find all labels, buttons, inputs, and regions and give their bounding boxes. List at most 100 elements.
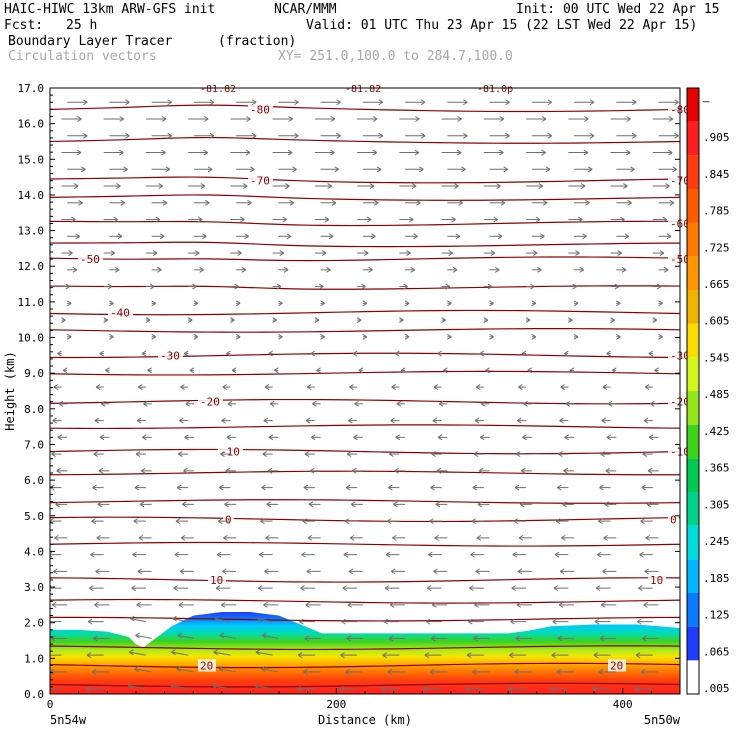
wind-vector-head xyxy=(235,333,241,340)
wind-vector-head xyxy=(352,467,357,474)
wind-vector-head xyxy=(650,400,655,407)
wind-vector-head xyxy=(564,434,569,441)
wind-vector-head xyxy=(562,501,567,508)
wind-vector-head xyxy=(54,534,59,541)
wind-vector-head xyxy=(350,501,356,508)
wind-vector-head xyxy=(541,116,547,122)
wind-vector-head xyxy=(554,551,560,558)
wind-vector-head xyxy=(390,417,395,424)
colorbar-label: .305 xyxy=(703,498,730,511)
contour-label: 10 xyxy=(650,574,663,587)
wind-vector-head xyxy=(495,266,500,273)
wind-vector-head xyxy=(426,585,432,592)
wind-vector-head xyxy=(57,350,62,357)
colorbar-cell xyxy=(687,121,699,156)
wind-vector-head xyxy=(109,300,114,307)
wind-vector-head xyxy=(182,501,187,508)
wind-vector-head xyxy=(485,367,490,374)
wind-vector-head xyxy=(614,283,620,290)
wind-vector-head xyxy=(138,534,144,541)
temperature-contour xyxy=(50,370,680,376)
contour-label: 20 xyxy=(610,659,623,672)
wind-vector-head xyxy=(260,518,265,525)
wind-vector-head xyxy=(183,350,189,357)
wind-vector-head xyxy=(305,601,310,608)
wind-vector-head xyxy=(386,518,392,525)
wind-vector-head xyxy=(219,484,224,491)
wind-vector-head xyxy=(541,149,546,156)
wind-vector-head xyxy=(143,400,148,407)
wind-vector-head xyxy=(531,333,537,340)
wind-vector-head xyxy=(473,451,479,458)
y-tick-label: 0.0 xyxy=(24,688,44,701)
wind-vector-head xyxy=(94,417,100,424)
wind-vector-head xyxy=(254,682,260,689)
wind-vector-head xyxy=(50,619,51,624)
wind-vector-head xyxy=(310,350,316,357)
wind-vector-head xyxy=(97,501,103,508)
wind-vector-head xyxy=(572,283,577,290)
wind-vector-head xyxy=(474,601,479,608)
wind-vector-head xyxy=(418,166,424,173)
contour-group xyxy=(50,104,680,688)
wind-vector-head xyxy=(141,350,147,357)
wind-vector-head xyxy=(223,534,228,541)
wind-vector-head xyxy=(276,283,282,290)
wind-vector-head xyxy=(76,149,82,156)
wind-vector-head xyxy=(465,685,471,692)
wind-vector xyxy=(128,685,147,690)
wind-vector-head xyxy=(668,149,673,156)
wind-vector-head xyxy=(170,682,175,689)
wind-vector-head xyxy=(373,199,379,206)
wind-vector-head xyxy=(547,132,553,139)
wind-vector-head xyxy=(454,183,459,189)
colorbar-label: .425 xyxy=(703,425,730,438)
wind-vector-head xyxy=(553,585,559,592)
wind-vector-head xyxy=(538,183,544,189)
top-value-label: -81.82 xyxy=(345,84,381,95)
wind-vector-head xyxy=(447,300,452,307)
wind-vector-head xyxy=(598,668,604,675)
contour-label-bg xyxy=(648,573,666,586)
wind-vector-head xyxy=(296,685,302,692)
wind-vector-head xyxy=(447,333,452,340)
wind-vector-head xyxy=(162,199,168,206)
wind-vector-head xyxy=(505,132,510,139)
wind-vector-head xyxy=(95,568,100,575)
wind-vector-head xyxy=(347,601,353,608)
wind-vector-head xyxy=(265,534,270,541)
wind-vector-head xyxy=(557,484,562,491)
wind-vector-head xyxy=(304,451,310,458)
wind-vector-head xyxy=(430,484,435,491)
wind-vector-head xyxy=(328,233,334,240)
colorbar-cell xyxy=(687,256,699,290)
wind-vector-head xyxy=(288,116,293,122)
wind-vector-head xyxy=(172,615,177,622)
wind-vector-head xyxy=(669,199,675,206)
wind-vector-head xyxy=(349,534,355,541)
wind-vector-head xyxy=(55,501,60,508)
wind-vector-head xyxy=(142,434,147,441)
wind-vector-head xyxy=(361,283,366,290)
wind-vector-head xyxy=(140,467,146,474)
colorbar-cell xyxy=(687,626,699,661)
wind-vector-head xyxy=(136,601,141,608)
wind-vector-head xyxy=(152,250,158,256)
wind-vector-head xyxy=(131,585,136,592)
wind-vector-head xyxy=(234,283,239,290)
wind-vector-head xyxy=(630,166,635,173)
wind-vector-head xyxy=(345,668,350,675)
wind-vector-head xyxy=(436,467,442,474)
wind-vector-head xyxy=(642,451,648,458)
wind-vector-head xyxy=(125,132,130,139)
wind-vector-head xyxy=(66,333,72,340)
wind-vector-head xyxy=(272,317,277,323)
wind-vector-head xyxy=(308,501,314,508)
wind-vector-head xyxy=(640,518,645,525)
wind-vector-head xyxy=(149,283,155,290)
y-tick-label: 8.0 xyxy=(24,403,44,416)
wind-vector-head xyxy=(135,632,140,639)
contour-label-bg xyxy=(208,573,226,586)
wind-vector-head xyxy=(599,484,604,491)
wind-vector-head xyxy=(372,116,378,122)
